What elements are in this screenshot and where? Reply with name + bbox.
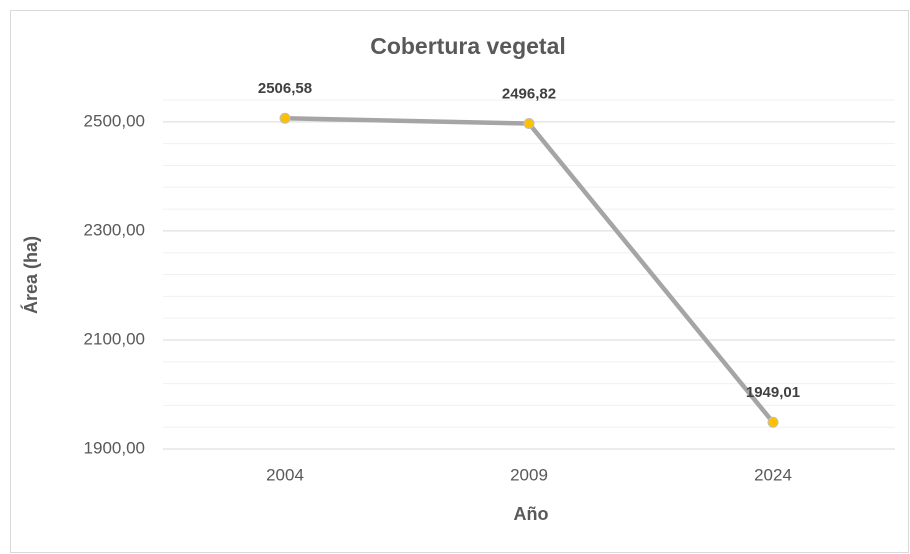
data-label: 2496,82 [502,86,556,103]
x-axis-title: Año [514,504,549,524]
data-point [523,118,535,130]
y-tick-label: 1900,00 [84,438,145,457]
chart-border [10,10,909,553]
x-tick-label: 2024 [754,465,792,484]
y-tick-label: 2500,00 [84,111,145,130]
y-tick-label: 2100,00 [84,329,145,348]
y-tick-label: 2300,00 [84,220,145,239]
data-label: 2506,58 [258,80,312,97]
x-tick-label: 2004 [266,465,304,484]
data-point [767,416,779,428]
data-point [279,112,291,124]
y-axis-title: Área (ha) [20,236,41,314]
data-label: 1949,01 [746,384,800,401]
chart-title: Cobertura vegetal [370,33,566,59]
x-tick-label: 2009 [510,465,548,484]
